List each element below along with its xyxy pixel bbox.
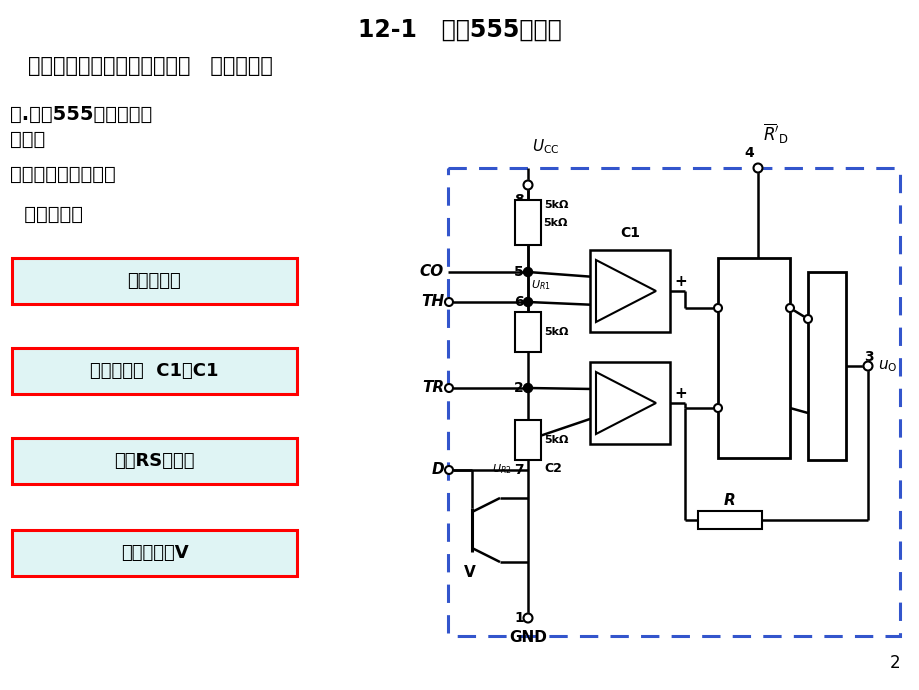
FancyBboxPatch shape [515,312,540,352]
Text: +: + [593,270,606,284]
Circle shape [753,164,762,172]
Text: +: + [674,386,686,400]
Text: 12-1   集成555定时器: 12-1 集成555定时器 [357,18,562,42]
FancyBboxPatch shape [12,258,297,304]
Text: 6: 6 [514,295,524,309]
Text: −: − [593,297,606,313]
Text: $\triangleright\!\infty$: $\triangleright\!\infty$ [622,258,641,272]
Text: 电阵分压器: 电阵分压器 [128,272,181,290]
Text: $U_{\rm CC}$: $U_{\rm CC}$ [531,137,559,156]
Text: V: V [463,565,475,580]
FancyBboxPatch shape [515,420,540,460]
FancyBboxPatch shape [589,250,669,332]
FancyBboxPatch shape [12,438,297,484]
Text: 5kΩ: 5kΩ [543,435,568,445]
Circle shape [445,298,452,306]
Text: 1: 1 [514,611,524,625]
FancyBboxPatch shape [807,272,845,460]
Text: TR: TR [422,380,444,395]
FancyBboxPatch shape [698,511,761,529]
Text: 8: 8 [514,193,524,207]
Circle shape [523,384,532,393]
Text: $Q$: $Q$ [820,406,833,420]
Text: 用于脉冲波形产生与变换电路   广泛应用。: 用于脉冲波形产生与变换电路 广泛应用。 [28,56,273,76]
Circle shape [445,466,452,474]
FancyBboxPatch shape [12,348,297,394]
Text: GND: GND [508,630,546,645]
Text: C2: C2 [543,462,562,475]
Circle shape [863,362,871,371]
Circle shape [523,297,532,306]
Text: R: R [723,493,735,508]
FancyBboxPatch shape [515,200,540,245]
Text: $\overline{S}_{\rm D}$: $\overline{S}_{\rm D}$ [722,397,742,420]
Circle shape [785,304,793,312]
Text: $u_{\rm O}$: $u_{\rm O}$ [877,358,896,374]
Circle shape [445,384,452,392]
FancyBboxPatch shape [717,258,789,458]
Text: 3: 3 [863,350,873,364]
Text: $\overline{Q}$: $\overline{Q}$ [820,309,833,328]
Circle shape [803,315,811,323]
Text: 四部分组成: 四部分组成 [18,205,83,224]
Text: $\overline{R}'_{\rm D}$: $\overline{R}'_{\rm D}$ [762,122,788,146]
Text: +: + [674,273,686,288]
Text: $\overline{R}_{\rm D}$: $\overline{R}_{\rm D}$ [722,297,743,319]
Text: −: − [593,409,606,424]
Text: 5: 5 [514,265,524,279]
Text: 5kΩ: 5kΩ [543,327,568,337]
Circle shape [523,268,532,277]
Text: 电压比较器  C1和C1: 电压比较器 C1和C1 [90,362,219,380]
Circle shape [713,304,721,312]
Text: 一.集成555定时器的电: 一.集成555定时器的电 [10,105,152,124]
Text: C1: C1 [619,226,640,240]
Text: 模拟与数字混合电路: 模拟与数字混合电路 [10,165,116,184]
Text: $\triangleright\!\infty$: $\triangleright\!\infty$ [622,370,641,384]
Text: $U_{R2}$: $U_{R2}$ [492,462,512,476]
Text: 5kΩ: 5kΩ [543,200,568,210]
Circle shape [523,613,532,622]
Text: CO: CO [419,264,444,279]
Text: 放电三极罡V: 放电三极罡V [120,544,188,562]
Circle shape [523,181,532,190]
Text: +: + [593,382,606,397]
Text: 路组成: 路组成 [10,130,45,149]
Text: 7: 7 [514,463,524,477]
Text: $Q$: $Q$ [772,401,785,419]
Circle shape [713,404,721,412]
Text: 5kΩ: 5kΩ [542,217,567,228]
FancyBboxPatch shape [12,530,297,576]
Text: 2: 2 [889,654,899,672]
Text: 4: 4 [743,146,754,160]
FancyBboxPatch shape [589,362,669,444]
Text: 基本RS触发器: 基本RS触发器 [114,452,195,470]
Text: D: D [431,462,444,477]
Text: $U_{R1}$: $U_{R1}$ [530,278,550,292]
Text: TH: TH [420,295,444,310]
Text: $\overline{Q}$: $\overline{Q}$ [771,295,785,317]
Text: 2: 2 [514,381,524,395]
